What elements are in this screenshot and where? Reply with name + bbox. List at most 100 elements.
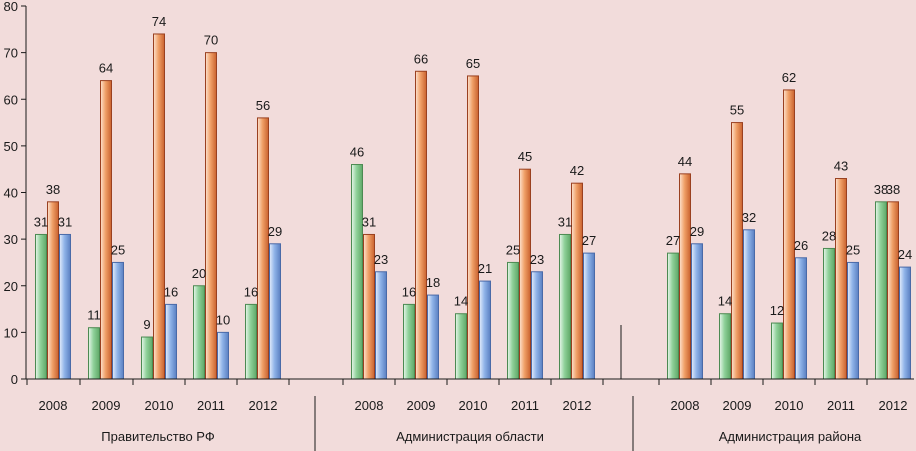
group-label: Администрация района (719, 429, 862, 444)
bar (165, 303, 177, 380)
bar (887, 201, 899, 380)
bar (847, 261, 859, 380)
data-label: 16 (402, 284, 416, 299)
data-label: 31 (362, 214, 376, 229)
bar (507, 261, 519, 380)
data-label: 62 (782, 70, 796, 85)
y-axis: 0 10 20 30 40 50 60 70 80 (4, 0, 27, 387)
bar (427, 294, 439, 380)
y-tick-label: 50 (4, 139, 18, 154)
y-tick-label: 0 (11, 372, 18, 387)
data-label: 11 (87, 308, 101, 323)
bar (88, 327, 100, 380)
bar (479, 280, 491, 380)
data-label: 70 (204, 33, 218, 48)
bar (795, 257, 807, 380)
data-label: 25 (111, 242, 125, 257)
bar (743, 229, 755, 380)
bar (217, 331, 229, 380)
x-tick-label: 2009 (723, 398, 752, 413)
data-labels: 31 38 31 11 64 25 9 74 16 20 70 10 16 56 29 46 31 23 16 66 1… (34, 14, 912, 332)
data-label: 38 (46, 182, 60, 197)
data-label: 29 (690, 224, 704, 239)
x-tick-label: 2011 (511, 398, 539, 413)
data-label: 14 (454, 294, 468, 309)
bar (691, 243, 703, 380)
data-label: 27 (582, 233, 596, 248)
data-label: 31 (558, 214, 572, 229)
bar (899, 266, 911, 380)
data-label: 32 (742, 210, 756, 225)
bar (571, 182, 583, 380)
bar (100, 80, 112, 380)
data-label: 28 (822, 228, 836, 243)
data-label: 31 (34, 214, 48, 229)
data-label: 55 (730, 103, 744, 118)
data-label: 65 (466, 56, 480, 71)
data-label: 20 (192, 266, 206, 281)
x-tick-label: 2008 (355, 398, 384, 413)
bar (835, 178, 847, 380)
bar (375, 271, 387, 380)
x-axis: 2008 2009 2010 2011 2012 Правительство РФ 2008… (26, 325, 914, 451)
data-label: 38 (886, 182, 900, 197)
bar (205, 52, 217, 380)
x-tick-label: 2012 (879, 398, 908, 413)
bar (112, 261, 124, 380)
y-tick-label: 80 (4, 0, 18, 14)
y-tick-label: 70 (4, 46, 18, 61)
data-label: 23 (530, 252, 544, 267)
data-label: 27 (666, 233, 680, 248)
bar (141, 336, 153, 380)
bars (35, 33, 911, 380)
bar (351, 164, 363, 380)
bar (467, 75, 479, 380)
data-label: 23 (374, 252, 388, 267)
x-tick-label: 2010 (775, 398, 804, 413)
bar (269, 243, 281, 380)
x-tick-label: 2008 (671, 398, 700, 413)
data-label: 46 (350, 145, 364, 160)
data-label: 16 (244, 284, 258, 299)
data-label: 9 (143, 317, 150, 332)
data-label: 10 (216, 312, 230, 327)
bar (823, 247, 835, 380)
data-label: 26 (794, 238, 808, 253)
data-label: 14 (718, 294, 732, 309)
data-label: 66 (414, 51, 428, 66)
x-tick-label: 2012 (563, 398, 592, 413)
bar (875, 201, 887, 380)
data-label: 56 (256, 98, 270, 113)
bar (583, 252, 595, 380)
data-label: 42 (570, 163, 584, 178)
data-label: 21 (478, 261, 492, 276)
data-label: 38 (874, 182, 888, 197)
data-label: 45 (518, 149, 532, 164)
group-label: Администрация области (396, 429, 544, 444)
bar (455, 313, 467, 380)
data-label: 25 (846, 242, 860, 257)
x-tick-label: 2009 (407, 398, 436, 413)
x-tick-label: 2011 (197, 398, 225, 413)
data-label: 24 (898, 247, 912, 262)
group-label: Правительство РФ (101, 429, 215, 444)
bar (783, 89, 795, 380)
data-label: 25 (506, 242, 520, 257)
bar (531, 271, 543, 380)
bar (415, 70, 427, 380)
bar (559, 233, 571, 380)
bar (679, 173, 691, 380)
x-tick-label: 2010 (145, 398, 174, 413)
bar (667, 252, 679, 380)
y-tick-label: 30 (4, 232, 18, 247)
bar (731, 122, 743, 380)
x-tick-label: 2008 (39, 398, 68, 413)
x-tick-label: 2009 (92, 398, 121, 413)
data-label: 16 (164, 284, 178, 299)
bar (257, 117, 269, 380)
data-label: 44 (678, 154, 692, 169)
bar (403, 303, 415, 380)
x-tick-label: 2011 (827, 398, 855, 413)
y-tick-label: 20 (4, 279, 18, 294)
